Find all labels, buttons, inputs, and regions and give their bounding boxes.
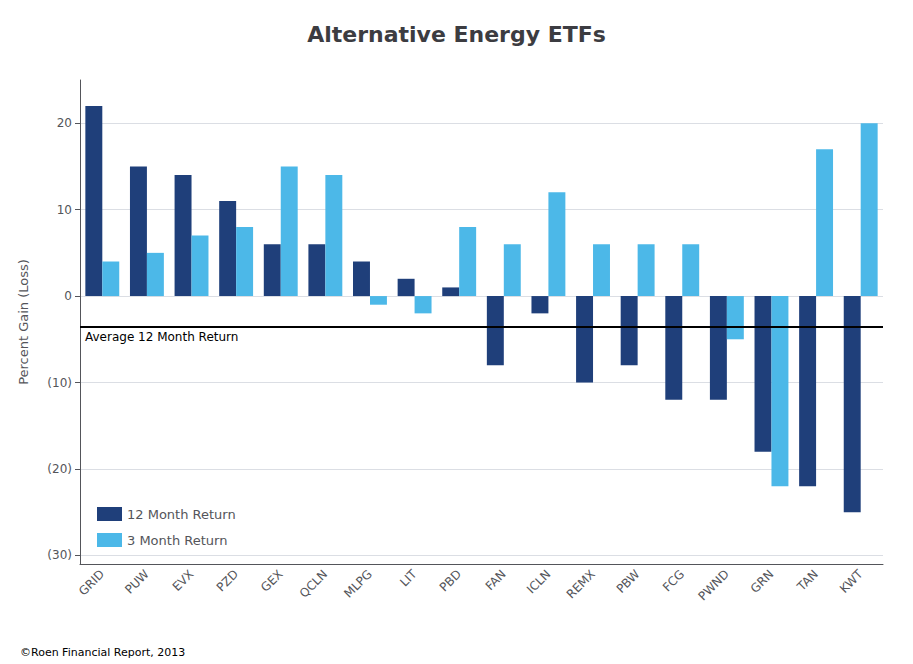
svg-text:PUW: PUW — [122, 567, 152, 597]
svg-text:©Roen Financial Report, 2013: ©Roen Financial Report, 2013 — [20, 646, 185, 659]
svg-text:PZD: PZD — [214, 567, 241, 594]
svg-text:GEX: GEX — [258, 567, 286, 595]
svg-text:ICLN: ICLN — [524, 567, 553, 596]
svg-text:EVX: EVX — [170, 567, 197, 594]
svg-text:REMX: REMX — [564, 567, 598, 601]
svg-text:(30): (30) — [47, 548, 72, 562]
svg-text:3 Month Return: 3 Month Return — [127, 533, 227, 548]
svg-text:0: 0 — [64, 289, 72, 303]
svg-text:(10): (10) — [47, 376, 72, 390]
svg-text:PBW: PBW — [614, 567, 643, 596]
svg-text:QCLN: QCLN — [297, 567, 331, 601]
svg-text:Alternative Energy ETFs: Alternative Energy ETFs — [307, 22, 606, 47]
svg-text:MLPG: MLPG — [341, 567, 375, 601]
svg-text:KWT: KWT — [837, 567, 866, 596]
svg-text:LIT: LIT — [397, 567, 420, 590]
svg-text:PBD: PBD — [437, 567, 464, 594]
svg-text:Percent Gain (Loss): Percent Gain (Loss) — [16, 259, 31, 385]
svg-text:12 Month Return: 12 Month Return — [127, 507, 236, 522]
svg-text:TAN: TAN — [794, 567, 821, 594]
svg-text:GRID: GRID — [76, 567, 107, 598]
svg-text:GRN: GRN — [748, 567, 777, 596]
svg-text:20: 20 — [57, 116, 72, 130]
svg-text:FAN: FAN — [483, 567, 509, 593]
svg-text:10: 10 — [57, 203, 72, 217]
svg-text:Average 12 Month Return: Average 12 Month Return — [85, 330, 238, 344]
svg-text:(20): (20) — [47, 462, 72, 476]
svg-text:PWND: PWND — [696, 567, 732, 603]
svg-text:FCG: FCG — [660, 567, 687, 594]
